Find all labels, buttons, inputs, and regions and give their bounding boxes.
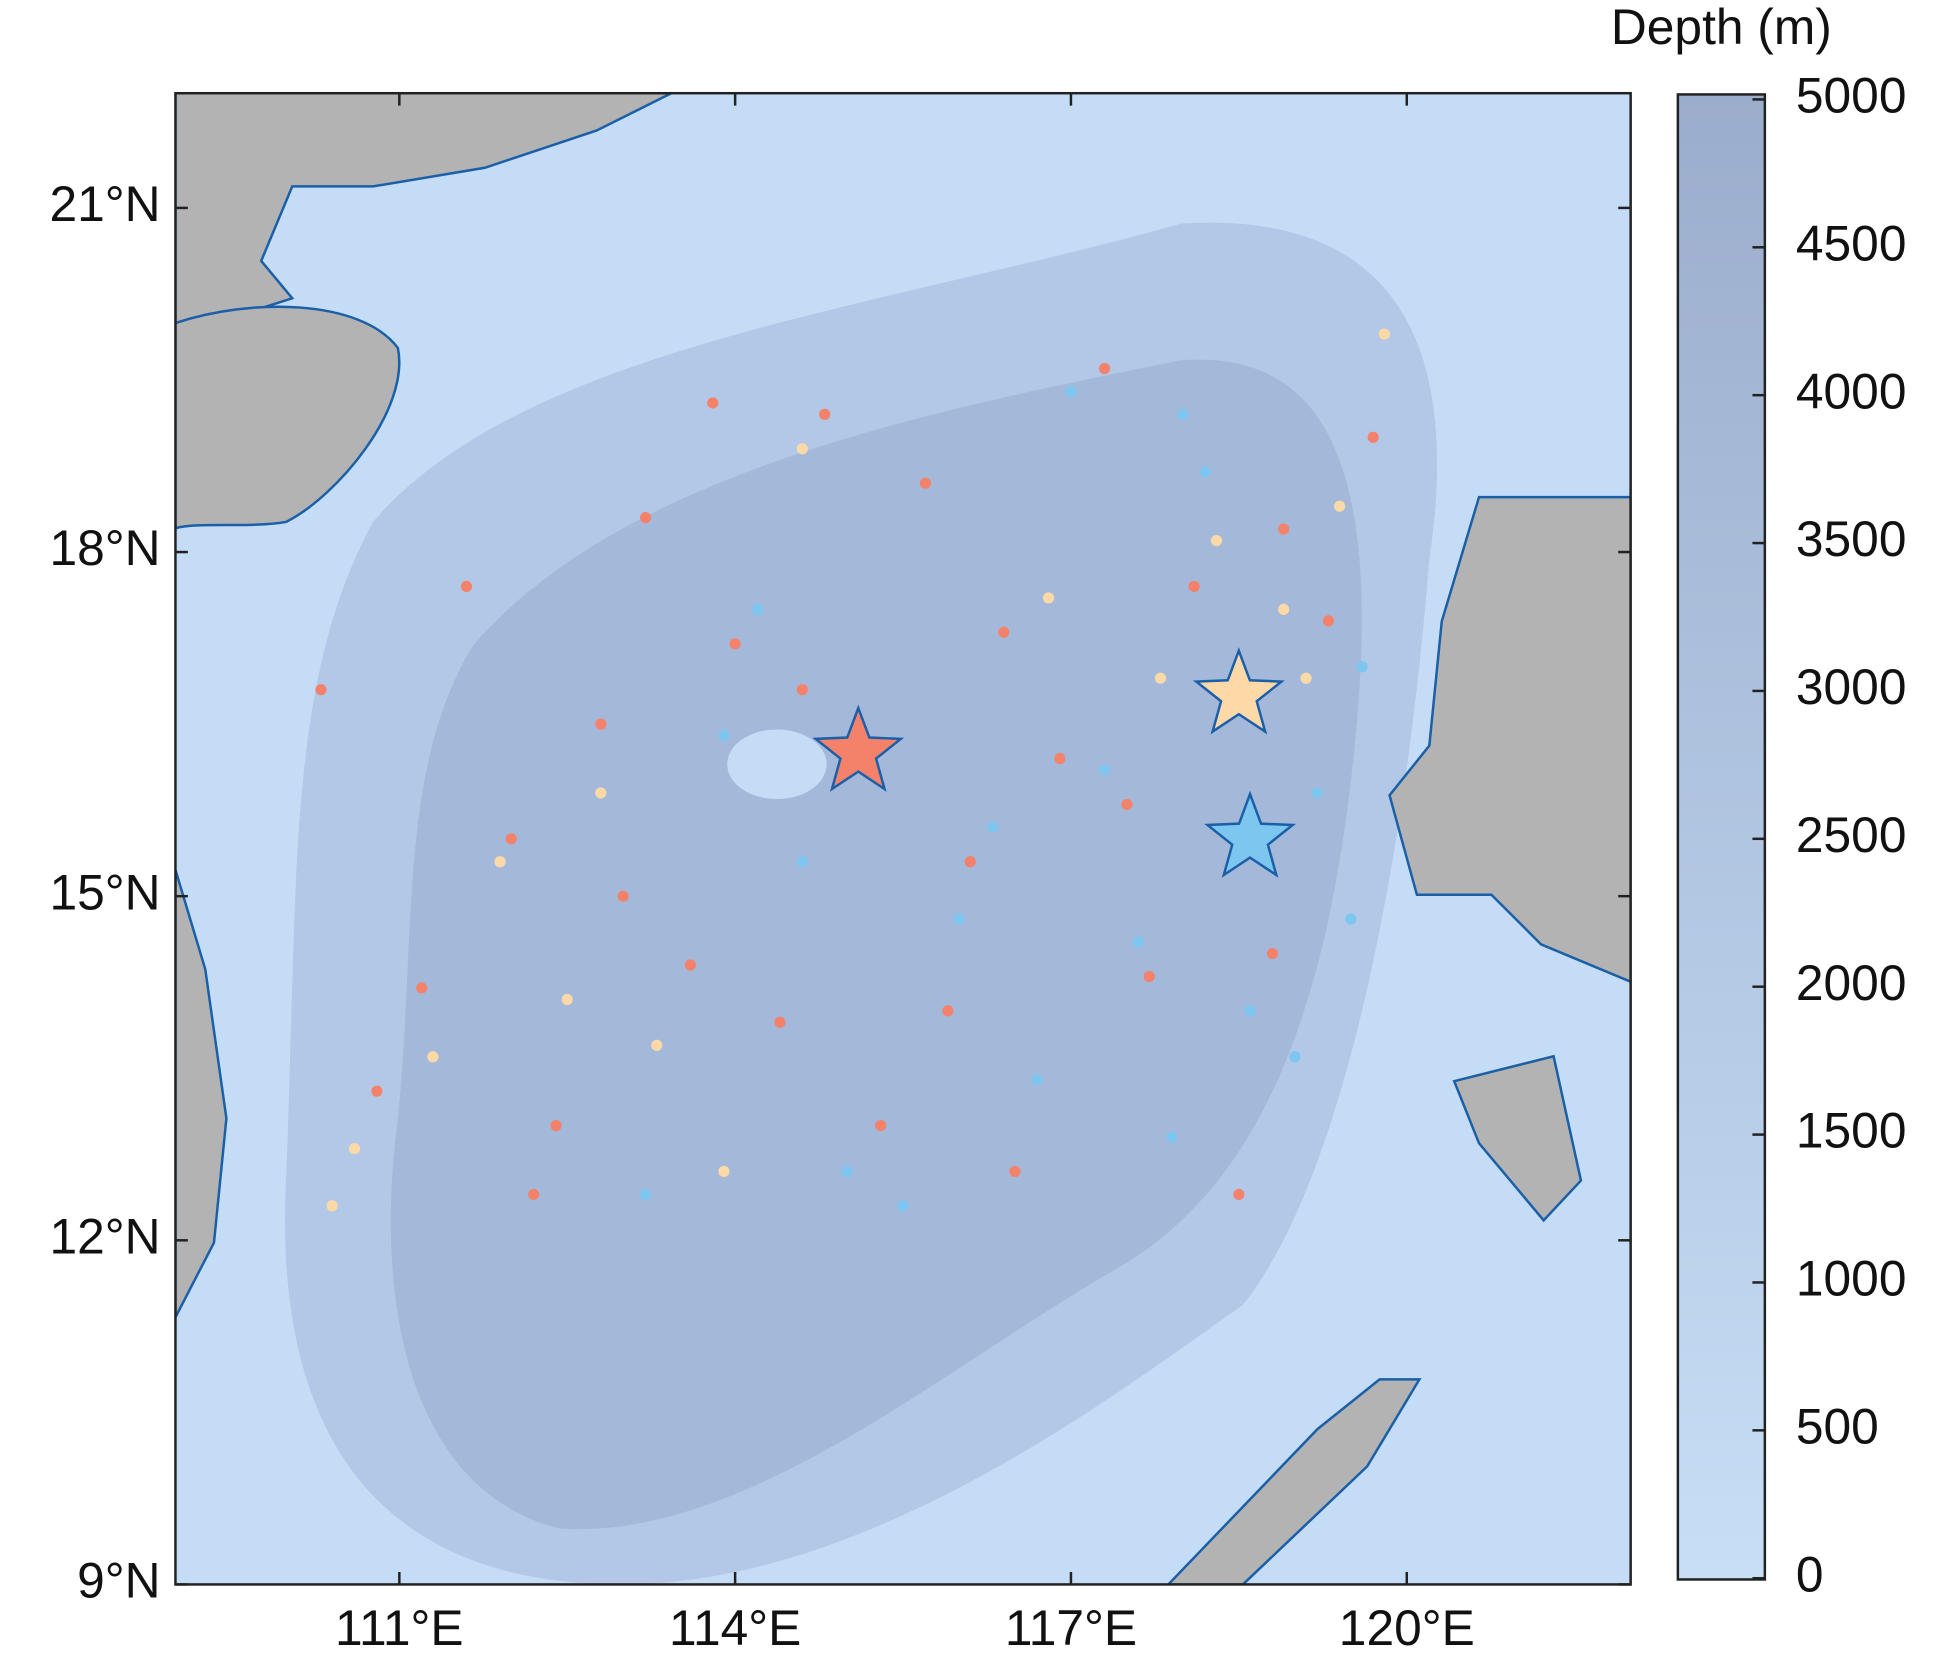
data-point xyxy=(729,638,741,650)
data-point xyxy=(595,787,607,799)
data-point xyxy=(1042,592,1055,604)
x-tick-label: 120°E xyxy=(1339,1600,1475,1656)
colorbar-tick-label: 0 xyxy=(1796,1546,1824,1602)
plot-frame xyxy=(174,91,1632,1586)
data-point xyxy=(505,833,517,845)
x-tick-label: 117°E xyxy=(1005,1600,1137,1656)
colorbar-label: Depth (m) xyxy=(1611,0,1832,55)
y-tick-label: 12°N xyxy=(50,1208,161,1264)
data-point xyxy=(1356,661,1368,673)
data-point xyxy=(427,1051,439,1063)
data-point xyxy=(1121,798,1133,810)
data-point xyxy=(774,1016,786,1028)
data-point xyxy=(494,856,506,868)
data-point xyxy=(639,1188,652,1201)
data-point xyxy=(1322,615,1335,627)
station-star xyxy=(1204,790,1297,878)
data-point xyxy=(1311,787,1323,799)
data-point xyxy=(1031,1074,1043,1086)
data-point xyxy=(460,580,473,593)
data-point xyxy=(964,856,976,868)
colorbar-tick-label: 4000 xyxy=(1796,363,1907,419)
data-point xyxy=(528,1188,540,1201)
colorbar xyxy=(1676,93,1767,1581)
colorbar-tick-label: 3500 xyxy=(1796,511,1907,567)
data-point xyxy=(751,603,764,615)
data-point xyxy=(371,1085,383,1097)
data-point xyxy=(841,1165,853,1178)
colorbar-tick-label: 3000 xyxy=(1796,659,1907,715)
data-point xyxy=(1289,1051,1301,1063)
data-point xyxy=(897,1200,909,1212)
data-point xyxy=(1009,1165,1021,1178)
data-point xyxy=(998,626,1010,638)
data-point xyxy=(416,982,428,994)
data-point xyxy=(1098,362,1111,375)
data-point xyxy=(987,821,999,833)
data-point xyxy=(1166,1131,1178,1143)
data-point xyxy=(1378,328,1390,340)
data-point xyxy=(315,684,327,696)
data-point xyxy=(1188,580,1200,593)
colorbar-tick-label: 500 xyxy=(1796,1398,1879,1454)
data-point xyxy=(1278,523,1290,535)
data-point xyxy=(1065,385,1077,398)
data-point xyxy=(1334,500,1346,512)
y-tick-label: 15°N xyxy=(50,864,161,920)
station-star xyxy=(1192,647,1285,735)
data-point xyxy=(617,890,629,902)
data-point xyxy=(1233,1188,1245,1201)
data-point xyxy=(651,1039,663,1051)
data-point xyxy=(1177,408,1189,420)
data-point xyxy=(718,1165,730,1178)
data-point xyxy=(953,913,965,925)
data-point xyxy=(550,1120,562,1132)
data-point xyxy=(1132,936,1144,948)
data-layer xyxy=(315,328,1390,1212)
y-tick-label: 21°N xyxy=(50,176,161,232)
data-point xyxy=(796,856,808,868)
data-point xyxy=(595,718,607,730)
colorbar-tick-label: 2000 xyxy=(1796,955,1907,1011)
colorbar-tick-label: 1500 xyxy=(1796,1103,1907,1159)
y-tick-label: 18°N xyxy=(50,520,161,576)
data-point xyxy=(1266,947,1279,960)
data-point xyxy=(348,1142,361,1155)
data-point xyxy=(1199,466,1211,478)
x-tick-label: 111°E xyxy=(335,1600,464,1656)
colorbar-tick-label: 2500 xyxy=(1796,807,1907,863)
basemap xyxy=(175,93,1631,1585)
data-point xyxy=(639,512,652,524)
data-point xyxy=(1054,752,1066,765)
colorbar-tick-label: 5000 xyxy=(1796,68,1907,124)
data-point xyxy=(875,1120,887,1132)
station-star xyxy=(812,704,905,792)
data-point xyxy=(919,477,932,489)
data-point xyxy=(1154,672,1167,684)
data-point xyxy=(942,1005,954,1017)
colorbar-tick-label: 1000 xyxy=(1796,1251,1907,1307)
data-point xyxy=(684,959,696,971)
data-point xyxy=(1367,431,1379,443)
data-point xyxy=(796,443,808,455)
y-tick-label: 9°N xyxy=(77,1553,160,1609)
data-point xyxy=(1278,603,1290,615)
data-point xyxy=(1300,672,1312,684)
colorbar-tick-label: 4500 xyxy=(1796,215,1907,271)
data-point xyxy=(819,408,831,420)
data-point xyxy=(1210,534,1223,547)
data-point xyxy=(1345,913,1357,925)
x-tick-label: 114°E xyxy=(669,1600,801,1656)
data-point xyxy=(1098,764,1111,776)
data-point xyxy=(561,993,573,1006)
data-point xyxy=(707,397,719,409)
data-point xyxy=(1244,1005,1256,1017)
data-point xyxy=(718,729,730,742)
data-point xyxy=(1143,970,1155,983)
data-point xyxy=(326,1200,338,1212)
data-point xyxy=(796,684,808,696)
